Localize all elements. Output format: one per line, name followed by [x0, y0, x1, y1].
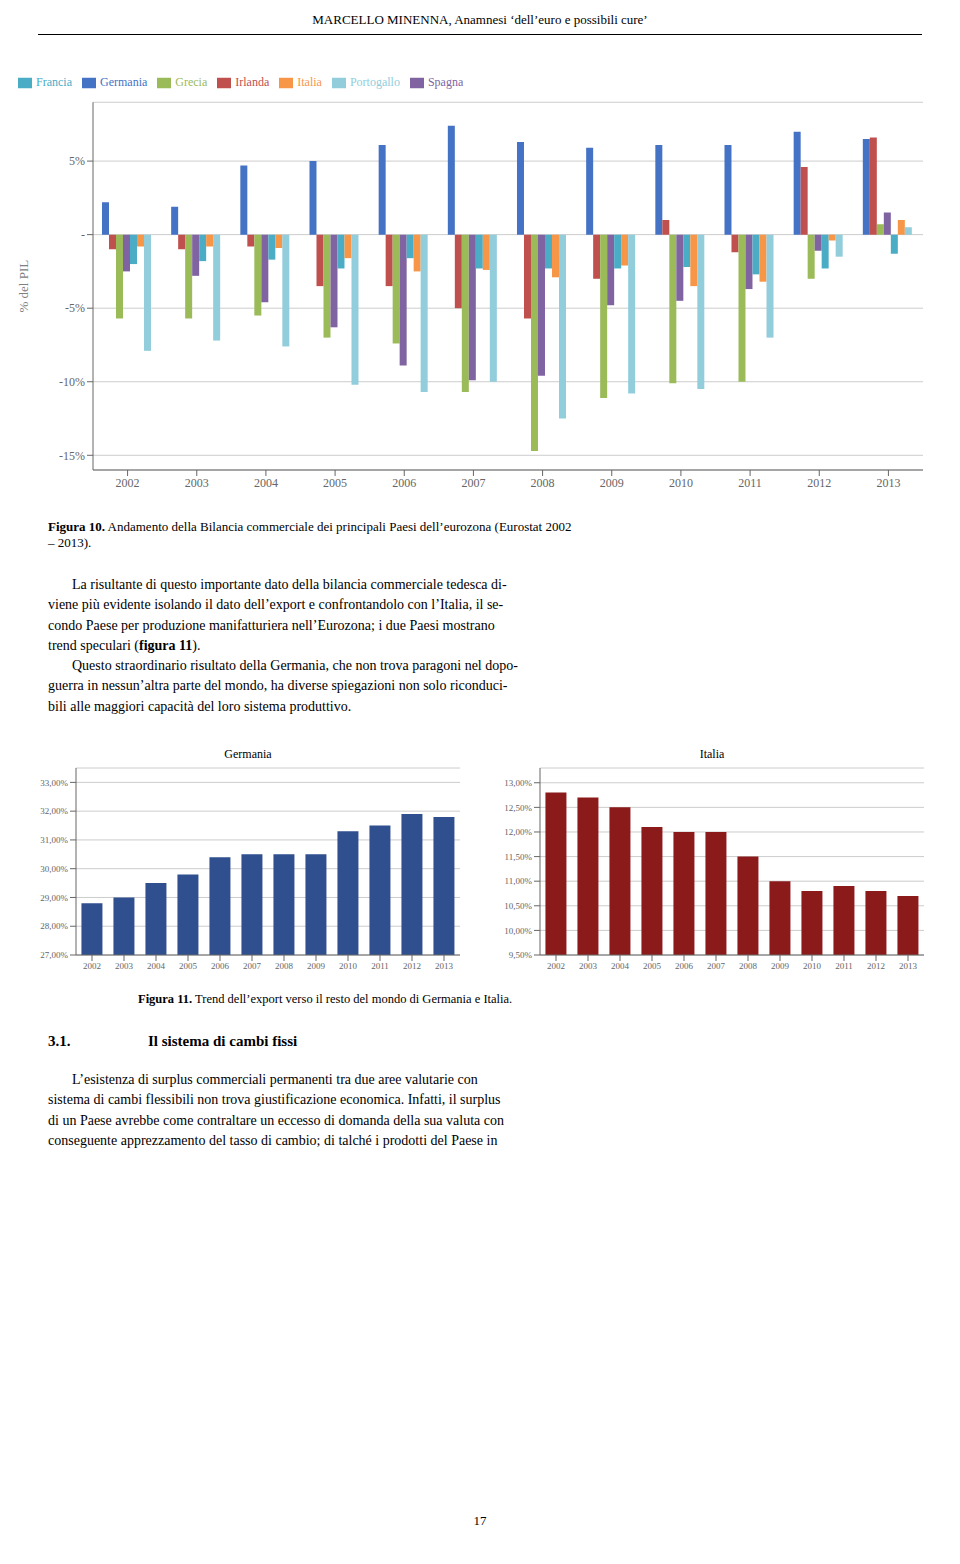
html-text:Italia: Italia — [699, 747, 725, 762]
svg-text:27,00%: 27,00% — [40, 950, 68, 960]
html-text:Figura 10. Andamento della Bil: Figura 10. Andamento della Bilancia comm… — [48, 519, 572, 550]
html-text:La risultante di questo import: La risultante di questo importante dato … — [48, 577, 507, 653]
svg-text:2004: 2004 — [611, 961, 630, 971]
svg-text:11,50%: 11,50% — [505, 852, 533, 862]
svg-text:2010: 2010 — [669, 476, 693, 490]
svg-text:-15%: -15% — [59, 449, 85, 463]
svg-text:32,00%: 32,00% — [40, 806, 68, 816]
svg-text:10,00%: 10,00% — [504, 926, 532, 936]
svg-text:29,00%: 29,00% — [40, 893, 68, 903]
svg-text:2002: 2002 — [116, 476, 140, 490]
svg-text:-: - — [81, 228, 85, 242]
svg-text:31,00%: 31,00% — [40, 835, 68, 845]
svg-text:2009: 2009 — [600, 476, 624, 490]
svg-text:2003: 2003 — [185, 476, 209, 490]
svg-text:5%: 5% — [69, 154, 85, 168]
html-text:MARCELLO MINENNA, Anamnesi ‘de: MARCELLO MINENNA, Anamnesi ‘dell’euro e … — [312, 12, 648, 27]
svg-text:2002: 2002 — [547, 961, 565, 971]
svg-text:12,00%: 12,00% — [504, 827, 532, 837]
html-text:Spagna: Spagna — [427, 75, 464, 89]
svg-text:2010: 2010 — [339, 961, 358, 971]
svg-text:13,00%: 13,00% — [504, 778, 532, 788]
svg-text:2011: 2011 — [835, 961, 853, 971]
svg-text:2004: 2004 — [147, 961, 166, 971]
svg-text:2006: 2006 — [211, 961, 230, 971]
svg-text:10,50%: 10,50% — [504, 901, 532, 911]
svg-text:2012: 2012 — [807, 476, 831, 490]
svg-text:2013: 2013 — [899, 961, 918, 971]
html-text:Questo straordinario risultato: Questo straordinario risultato della Ger… — [48, 658, 518, 714]
svg-text:2003: 2003 — [579, 961, 598, 971]
svg-text:2002: 2002 — [83, 961, 101, 971]
svg-text:2003: 2003 — [115, 961, 134, 971]
svg-text:2008: 2008 — [275, 961, 294, 971]
svg-text:9,50%: 9,50% — [509, 950, 533, 960]
svg-text:2008: 2008 — [531, 476, 555, 490]
html-text:L’esistenza di surplus commerc: L’esistenza di surplus commerciali perma… — [48, 1072, 504, 1148]
svg-text:2009: 2009 — [307, 961, 326, 971]
svg-text:2012: 2012 — [403, 961, 421, 971]
svg-text:2013: 2013 — [435, 961, 454, 971]
svg-text:-10%: -10% — [59, 375, 85, 389]
svg-text:12,50%: 12,50% — [504, 803, 532, 813]
svg-text:2011: 2011 — [371, 961, 389, 971]
svg-text:2004: 2004 — [254, 476, 278, 490]
svg-text:2011: 2011 — [738, 476, 762, 490]
html-text:Irlanda: Irlanda — [235, 75, 270, 89]
svg-text:2012: 2012 — [867, 961, 885, 971]
svg-text:2009: 2009 — [771, 961, 790, 971]
svg-text:2005: 2005 — [643, 961, 662, 971]
svg-text:28,00%: 28,00% — [40, 922, 68, 932]
svg-text:% del PIL: % del PIL — [16, 260, 31, 313]
svg-text:2005: 2005 — [179, 961, 198, 971]
html-text:3.1.: 3.1. — [48, 1033, 71, 1050]
html-text:Germania: Germania — [224, 747, 272, 762]
svg-text:2013: 2013 — [876, 476, 900, 490]
svg-text:2008: 2008 — [739, 961, 758, 971]
svg-text:30,00%: 30,00% — [40, 864, 68, 874]
svg-text:2006: 2006 — [675, 961, 694, 971]
svg-text:2007: 2007 — [461, 476, 485, 490]
html-text:Figura 11. Trend dell’export v: Figura 11. Trend dell’export verso il re… — [138, 992, 513, 1007]
html-text:Italia: Italia — [297, 75, 322, 89]
html-text:Il sistema di cambi fissi: Il sistema di cambi fissi — [148, 1033, 298, 1050]
html-text:Francia: Francia — [36, 75, 72, 89]
svg-text:33,00%: 33,00% — [40, 778, 68, 788]
svg-text:2007: 2007 — [243, 961, 262, 971]
svg-text:-5%: -5% — [65, 301, 85, 315]
svg-text:2005: 2005 — [323, 476, 347, 490]
svg-text:2010: 2010 — [803, 961, 822, 971]
svg-text:2007: 2007 — [707, 961, 726, 971]
svg-text:11,00%: 11,00% — [505, 876, 533, 886]
svg-text:2006: 2006 — [392, 476, 416, 490]
html-text:Grecia: Grecia — [175, 75, 208, 89]
html-text:Portogallo: Portogallo — [349, 75, 400, 89]
html-text:17: 17 — [473, 1513, 487, 1528]
html-text:Germania: Germania — [100, 75, 148, 89]
